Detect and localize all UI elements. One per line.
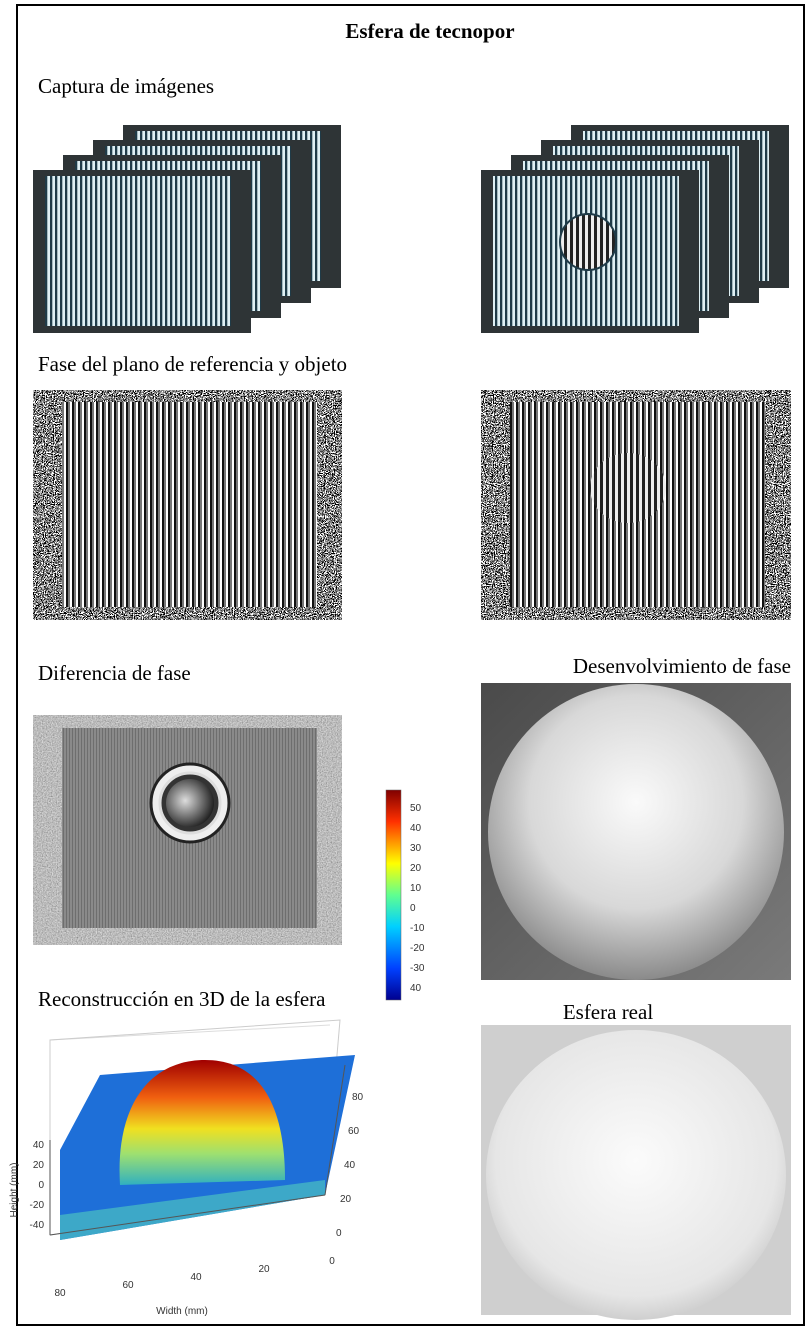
tick-label: 20 (340, 1194, 352, 1205)
box-line (49, 1024, 331, 1041)
center (166, 779, 214, 827)
tick-label: 40 (344, 1160, 356, 1171)
tick-label: -20 (410, 943, 425, 954)
tick-label: 40 (410, 983, 422, 994)
image-stack (481, 125, 789, 333)
object-phase (590, 453, 666, 523)
image-stack (33, 125, 341, 333)
axis-label: Height (mm) (9, 1162, 20, 1217)
surface-front (60, 1180, 325, 1240)
axis-label: Width (mm) (156, 1306, 208, 1317)
tick-label: 60 (348, 1126, 360, 1137)
tick-label: 30 (410, 843, 422, 854)
sphere (488, 684, 784, 980)
tick-label: -20 (30, 1200, 45, 1211)
phase-reference (33, 390, 342, 620)
tick-label: 0 (329, 1256, 335, 1267)
section-label: Esfera real (563, 1000, 654, 1024)
tick-label: 40 (33, 1140, 45, 1151)
tick-label: 20 (410, 863, 422, 874)
tick-label: 20 (33, 1160, 45, 1171)
phase-difference (33, 715, 342, 945)
figure-border (16, 4, 805, 1326)
section-label: Desenvolvimiento de fase (573, 654, 791, 678)
tick-label: -30 (410, 963, 425, 974)
tick-label: 80 (54, 1288, 66, 1299)
figure-title: Esfera de tecnopor (345, 19, 514, 43)
section-label: Captura de imágenes (38, 74, 214, 98)
real-sphere (481, 1025, 791, 1320)
tick-label: 40 (190, 1272, 202, 1283)
tick-label: -10 (410, 923, 425, 934)
sphere (559, 213, 617, 271)
tick-label: 0 (410, 903, 416, 914)
tick-label: 0 (336, 1228, 342, 1239)
tick-label: 0 (38, 1180, 44, 1191)
tick-label: -40 (30, 1220, 45, 1231)
tick-label: 50 (410, 803, 422, 814)
section-label: Reconstrucción en 3D de la esfera (38, 987, 326, 1011)
phase-map (62, 402, 317, 607)
section-label: Fase del plano de referencia y objeto (38, 352, 347, 376)
tick-label: 10 (410, 883, 422, 894)
tick-label: 40 (410, 823, 422, 834)
tick-label: 60 (122, 1280, 134, 1291)
axis-line (324, 1064, 346, 1196)
section-label: Diferencia de fase (38, 661, 191, 685)
tick-label: 80 (352, 1092, 364, 1103)
dome (119, 1060, 286, 1185)
plot-3d: Height (mm) Width (mm) 40200-20-40806040… (9, 789, 425, 1317)
colorbar (385, 789, 402, 1001)
tick-label: 20 (258, 1264, 270, 1275)
tick-labels: 40 20 0 -20 -40 80 60 40 20 0 80 60 40 20 0 50 40 30 20 10 0… (30, 803, 425, 1299)
phase-unwrap (481, 683, 791, 980)
fringe-image (45, 176, 231, 326)
sphere-photo (486, 1030, 786, 1320)
axis-line (49, 1194, 326, 1236)
phase-object (481, 390, 791, 620)
